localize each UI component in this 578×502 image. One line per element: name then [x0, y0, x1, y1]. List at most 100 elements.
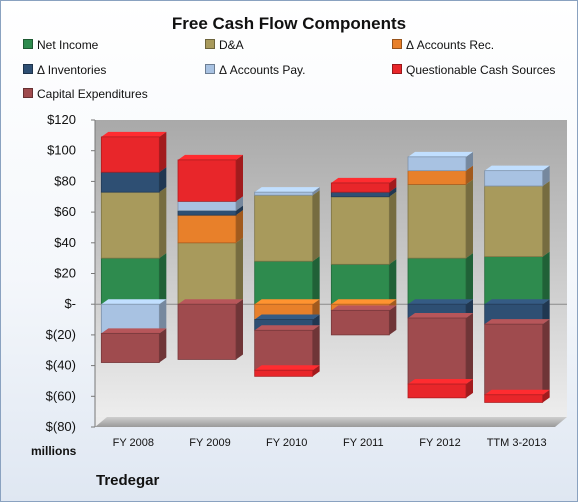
bar-segment-side	[542, 165, 550, 187]
bar-segment-top	[408, 313, 473, 319]
y-tick-label: $60	[54, 204, 76, 219]
x-tick-label: TTM 3-2013	[487, 437, 547, 449]
y-tick-label: $(40)	[46, 358, 76, 373]
y-tick-label: $100	[47, 143, 76, 158]
bar-segment-side	[312, 190, 320, 262]
bar-segment-top	[331, 299, 397, 305]
bar-segment-side	[312, 256, 320, 305]
bar-segment	[330, 191, 390, 198]
bar-segment	[254, 260, 314, 305]
units-label: millions	[31, 444, 77, 458]
bar-segment	[407, 184, 467, 259]
bar-segment	[100, 332, 160, 363]
legend-item: Net Income	[23, 38, 98, 52]
bar-segment-top	[254, 299, 320, 305]
bar-segment-top	[408, 151, 473, 157]
legend-swatch	[392, 39, 402, 49]
bar-segment-top	[331, 305, 397, 311]
bar-segment-top	[408, 299, 473, 305]
legend-swatch	[23, 39, 33, 49]
bar-segment-side	[312, 365, 320, 377]
bar-segment	[254, 191, 314, 196]
bar-segment-side	[236, 237, 243, 305]
legend-label: Δ Accounts Pay.	[219, 63, 306, 77]
bar-segment-side	[159, 131, 167, 173]
bar-segment-top	[178, 299, 243, 305]
bar-segment-top	[254, 314, 320, 320]
legend-label: Questionable Cash Sources	[406, 63, 556, 77]
bar-segment-side	[236, 205, 243, 216]
bar-segment	[330, 182, 390, 193]
bar-segment	[100, 136, 160, 173]
bar-segment	[484, 170, 544, 187]
bar-segment-side	[236, 210, 243, 243]
bar-segment-side	[236, 154, 243, 202]
bar-segment	[484, 394, 544, 403]
bar-segment-side	[466, 165, 473, 185]
bar-segment-side	[312, 299, 320, 320]
bar-segment-side	[159, 253, 167, 305]
plot-floor	[95, 417, 567, 427]
bar-segment-side	[466, 151, 473, 171]
bar-segment-side	[542, 181, 550, 257]
y-tick-label: $40	[54, 235, 76, 250]
bar-segment	[177, 200, 237, 211]
bar-segment	[254, 369, 314, 377]
bar-segment-top	[178, 154, 243, 160]
legend-item: Capital Expenditures	[23, 87, 148, 101]
bar-segment	[254, 194, 314, 262]
bar-segment-side	[389, 177, 397, 193]
bar-segment-top	[484, 165, 550, 171]
bar-segment	[407, 317, 467, 385]
bar-segment-side	[159, 328, 167, 363]
bar-segment	[407, 170, 467, 185]
y-tick-label: $80	[54, 173, 76, 188]
bar-segment-side	[236, 196, 243, 211]
bar-segment-top	[484, 299, 550, 305]
bar-segment	[254, 329, 314, 371]
bar-segment-side	[159, 299, 167, 334]
bar-segment	[330, 309, 390, 336]
bar-segment	[407, 257, 467, 305]
bar-segment-top	[484, 319, 550, 325]
bar-segment	[100, 191, 160, 259]
bar-segment	[100, 171, 160, 193]
x-tick-label: FY 2008	[113, 437, 154, 449]
legend-label: Net Income	[37, 38, 99, 52]
bar-segment-side	[389, 305, 397, 335]
bar-segment	[177, 210, 237, 216]
legend-swatch	[23, 88, 33, 98]
bar-segment-side	[159, 187, 167, 259]
bar-segment-top	[101, 299, 167, 305]
bar-segment-top	[484, 389, 550, 395]
y-tick-label: $20	[54, 266, 76, 281]
bar-segment	[100, 257, 160, 305]
bar-segment	[484, 323, 544, 396]
legend-swatch	[392, 64, 402, 74]
bar-segment-top	[408, 379, 473, 385]
bar-segment-side	[466, 379, 473, 398]
bar-segment-side	[466, 313, 473, 385]
bar-segment-top	[254, 365, 320, 371]
legend-item: Δ Accounts Pay.	[205, 63, 306, 77]
bar-segment-side	[542, 319, 550, 395]
y-tick-label: $-	[64, 296, 76, 311]
bar-segment-side	[542, 299, 550, 325]
legend-swatch	[205, 64, 215, 74]
legend-swatch	[205, 39, 215, 49]
bar-segment-side	[466, 253, 473, 305]
y-tick-label: $(60)	[46, 388, 76, 403]
company-name: Tredegar	[96, 472, 160, 489]
bar-segment	[177, 159, 237, 202]
legend-label: D&A	[219, 38, 244, 52]
bar-segment-side	[312, 187, 320, 196]
x-tick-label: FY 2010	[266, 437, 307, 449]
x-tick-label: FY 2012	[419, 437, 460, 449]
bar-segment-top	[101, 131, 167, 137]
legend-item: Δ Inventories	[23, 63, 106, 77]
bar-segment	[177, 303, 237, 360]
bar-segment-side	[389, 259, 397, 305]
bar-segment	[177, 214, 237, 244]
legend-label: Δ Inventories	[37, 63, 107, 77]
